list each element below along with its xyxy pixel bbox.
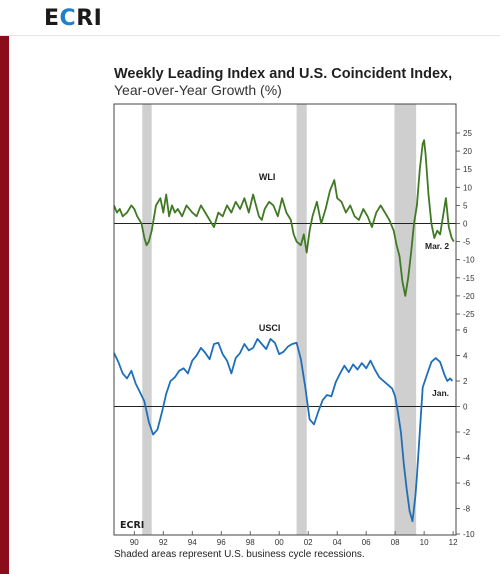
usci-series-line (113, 338, 454, 523)
wli-y-tick-label: 25 (463, 129, 472, 138)
x-tick-label: 12 (449, 538, 458, 547)
recession-band-1 (296, 104, 307, 535)
wli-y-tick-label: -10 (463, 256, 475, 265)
usci-y-tick-label: -4 (463, 454, 471, 463)
usci-y-tick-label: 2 (463, 377, 468, 386)
chart-subtitle: Year-over-Year Growth (%) (114, 82, 282, 98)
logo-letter-c: C (59, 6, 77, 31)
usci-y-tick-label: -8 (463, 505, 471, 514)
sidebar-accent-bar (0, 36, 9, 574)
usci-y-tick-label: -10 (463, 530, 475, 539)
header-divider (0, 35, 500, 36)
wli-end-label: Mar. 2 (425, 241, 449, 251)
logo-letter-e: E (44, 6, 60, 31)
wli-y-tick-label: 10 (463, 183, 472, 192)
usci-series-label: USCI (259, 323, 281, 333)
chart-title: Weekly Leading Index and U.S. Coincident… (114, 66, 453, 82)
x-tick-label: 98 (246, 538, 255, 547)
x-tick-label: 90 (130, 538, 139, 547)
x-tick-label: 00 (275, 538, 284, 547)
usci-y-tick-label: 4 (463, 352, 468, 361)
x-tick-label: 96 (217, 538, 226, 547)
wli-series-label: WLI (259, 172, 276, 182)
usci-y-tick-label: 6 (463, 326, 468, 335)
plot-frame (113, 103, 457, 536)
ecri-logo[interactable]: ECRI (44, 6, 102, 31)
x-tick-label: 10 (420, 538, 429, 547)
wli-y-tick-label: 20 (463, 147, 472, 156)
chart-watermark-logo: ECRI (120, 520, 144, 531)
usci-end-label: Jan. (432, 388, 449, 398)
x-tick-label: 04 (333, 538, 342, 547)
wli-y-tick-label: 15 (463, 165, 472, 174)
usci-y-tick-label: -6 (463, 479, 471, 488)
wli-y-tick-label: -5 (463, 238, 471, 247)
wli-y-tick-label: -25 (463, 310, 475, 319)
x-tick-label: 92 (159, 538, 168, 547)
usci-y-tick-label: 0 (463, 403, 468, 412)
recession-band-0 (142, 104, 152, 535)
wli-y-tick-label: 0 (463, 220, 468, 229)
chart-footnote: Shaded areas represent U.S. business cyc… (114, 549, 365, 560)
x-tick-label: 94 (188, 538, 197, 547)
x-tick-label: 08 (391, 538, 400, 547)
wli-y-tick-label: 5 (463, 201, 468, 210)
x-tick-label: 06 (362, 538, 371, 547)
wli-series-line (113, 139, 455, 297)
wli-y-tick-label: -15 (463, 274, 475, 283)
x-tick-label: 02 (304, 538, 313, 547)
wli-y-tick-label: -20 (463, 292, 475, 301)
usci-y-tick-label: -2 (463, 428, 471, 437)
logo-letters-ri: RI (76, 6, 103, 31)
